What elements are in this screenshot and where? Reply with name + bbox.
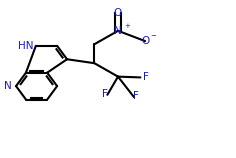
- Text: O: O: [114, 8, 122, 18]
- Text: +: +: [124, 23, 130, 29]
- Text: F: F: [134, 91, 139, 101]
- Text: HN: HN: [18, 41, 34, 51]
- Text: −: −: [150, 33, 156, 39]
- Text: F: F: [102, 89, 108, 99]
- Text: O: O: [141, 36, 149, 46]
- Text: N: N: [4, 81, 12, 91]
- Text: F: F: [143, 72, 149, 82]
- Text: N: N: [114, 26, 122, 36]
